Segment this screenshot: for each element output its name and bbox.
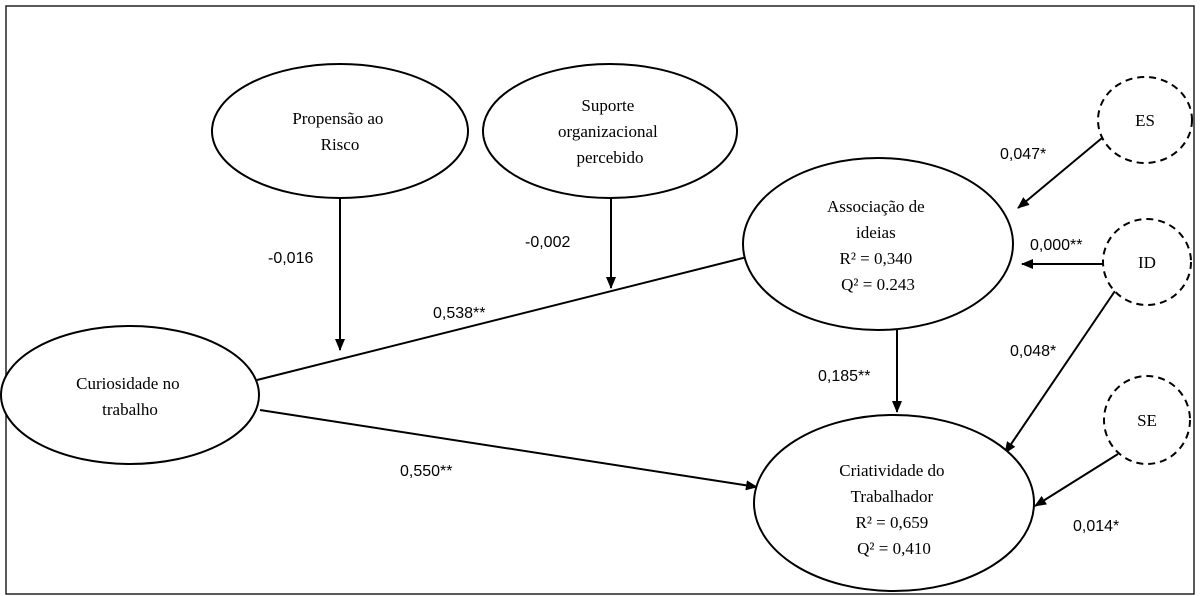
arrow-id-criatividade [1004, 287, 1118, 454]
diagram-frame [5, 5, 1195, 595]
coef-suporte-moderation: -0,002 [525, 234, 570, 251]
node-se [1103, 375, 1191, 465]
coef-es-associacao: 0,047* [1000, 146, 1046, 163]
node-suporte [482, 63, 738, 199]
coef-curiosidade-associacao: 0,538** [433, 305, 486, 322]
coef-id-criatividade: 0,048* [1010, 343, 1056, 360]
node-se-label: SE [1137, 411, 1157, 430]
arrow-curiosidade-associacao [256, 252, 756, 381]
node-es-label: ES [1135, 111, 1155, 130]
node-curiosidade [0, 325, 260, 465]
coef-id-associacao: 0,000** [1030, 237, 1083, 254]
node-id-label: ID [1138, 253, 1156, 272]
node-suporte-label: Suporte organizacional percebido [558, 96, 662, 167]
node-es [1097, 76, 1193, 164]
coef-curiosidade-criatividade: 0,550** [400, 463, 453, 480]
node-propensao [211, 63, 469, 199]
coef-associacao-criatividade: 0,185** [818, 368, 871, 385]
node-id [1102, 218, 1192, 306]
node-criatividade-label: Criatividade do Trabalhador R² = 0,659 Q… [839, 461, 949, 558]
node-associacao-label: Associação de ideias R² = 0,340 Q² = 0.2… [827, 197, 929, 294]
node-propensao-label: Propensão ao Risco [292, 109, 387, 154]
coef-propensao-moderation: -0,016 [268, 250, 313, 267]
node-curiosidade-label: Curiosidade no trabalho [76, 374, 184, 419]
node-associacao [742, 157, 1014, 331]
arrow-se-criatividade [1034, 453, 1119, 507]
arrow-curiosidade-criatividade [259, 409, 758, 491]
arrow-es-associacao [1017, 137, 1103, 209]
node-criatividade [753, 414, 1035, 592]
coef-se-criatividade: 0,014* [1073, 518, 1119, 535]
